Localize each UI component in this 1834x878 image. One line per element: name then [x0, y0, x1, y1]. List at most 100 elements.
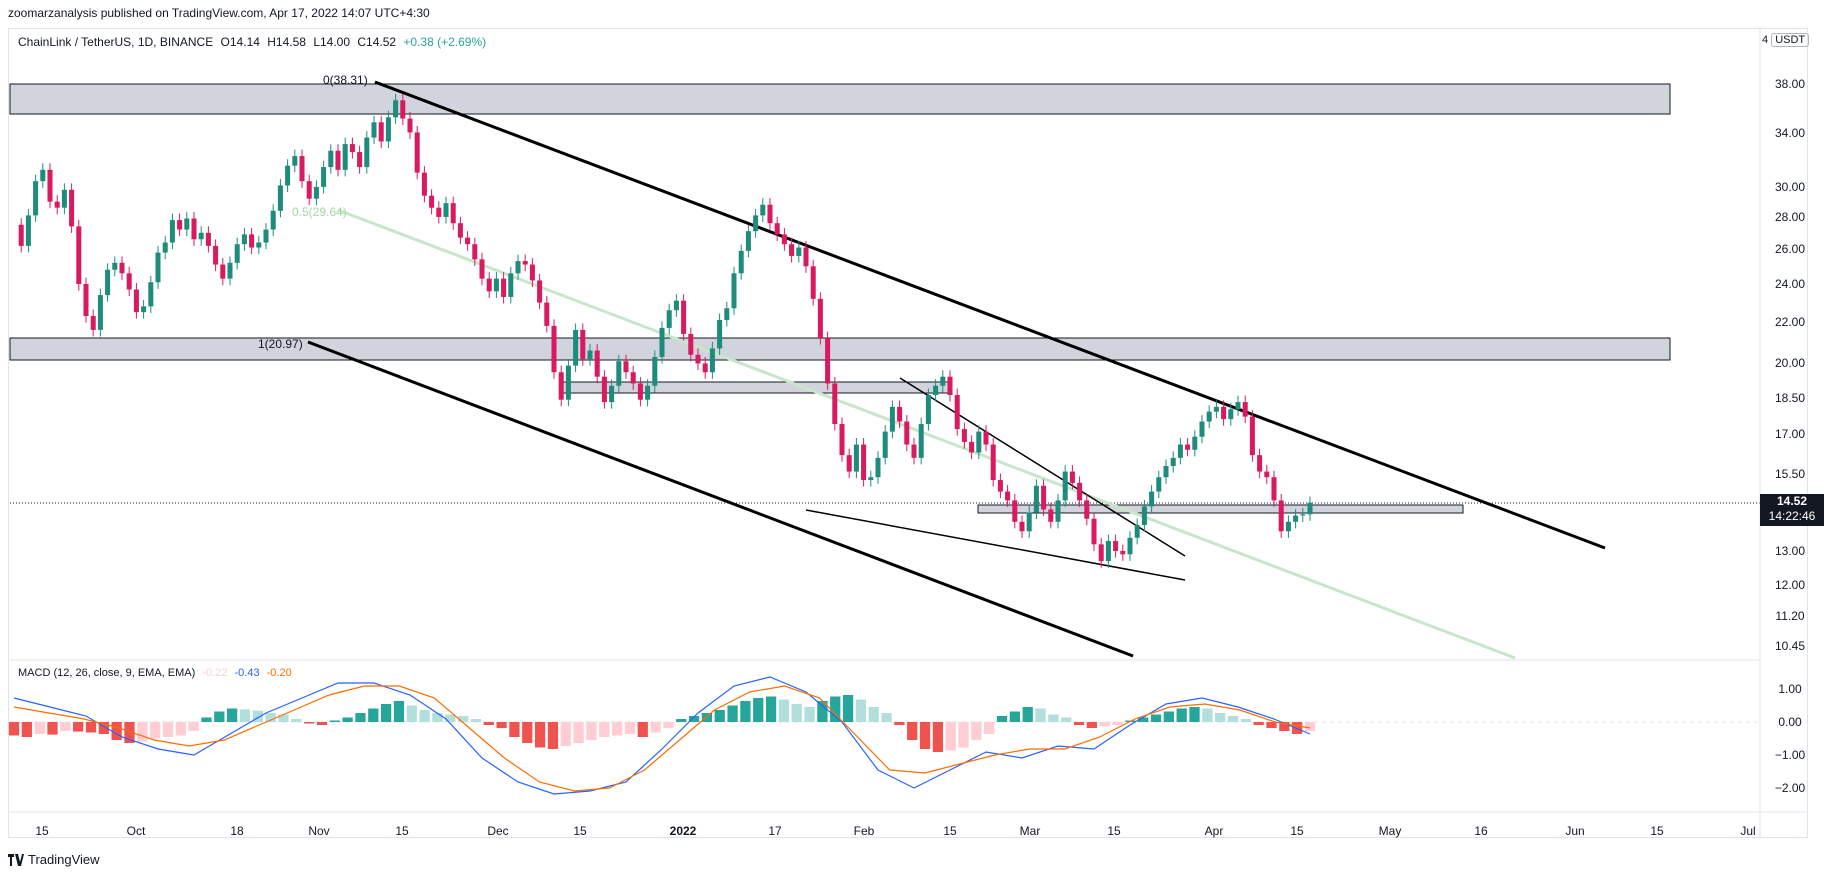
candle-up	[33, 181, 39, 216]
candle-down	[465, 237, 471, 245]
candle-up	[285, 165, 291, 186]
candle-down	[407, 118, 413, 133]
candle-up	[97, 295, 103, 330]
macd-bar	[201, 717, 212, 722]
candle-down	[997, 480, 1003, 492]
candle-down	[1084, 500, 1090, 519]
candle-up	[1192, 436, 1198, 450]
currency-badge[interactable]: 4 USDT	[1762, 33, 1810, 47]
candle-down	[1098, 544, 1104, 562]
macd-bar	[1150, 714, 1162, 722]
macd-bar	[1099, 722, 1110, 727]
macd-bar	[599, 722, 610, 737]
candle-down	[789, 244, 795, 256]
time-tick: 15	[35, 824, 49, 838]
macd-bar	[1304, 722, 1316, 731]
macd-bar	[817, 701, 828, 722]
macd-bar	[21, 722, 32, 737]
candle-down	[1271, 477, 1277, 501]
candle-up	[717, 319, 723, 349]
candle-down	[213, 245, 219, 265]
candle-up	[796, 247, 802, 256]
wedge-upper-line[interactable]	[899, 377, 1186, 557]
macd-bar	[445, 714, 456, 722]
candle-down	[529, 264, 535, 281]
candle-down	[205, 232, 211, 246]
macd-bar	[650, 722, 661, 733]
candle-down	[119, 262, 125, 274]
candle-up	[1293, 515, 1299, 522]
candle-down	[1120, 550, 1126, 555]
candle-down	[1069, 471, 1075, 483]
macd-bar	[239, 709, 251, 722]
candle-up	[753, 215, 759, 232]
channel-lower-line[interactable]	[307, 340, 1134, 658]
macd-bar	[1086, 722, 1097, 728]
macd-bar	[355, 713, 366, 722]
candle-down	[681, 300, 687, 334]
channel-mid-line[interactable]	[337, 208, 1516, 660]
macd-bar	[303, 722, 315, 724]
ohlc-change: +0.38 (+2.69%)	[403, 35, 487, 49]
resistance-zone-top[interactable]	[9, 83, 1671, 115]
candle-up	[1055, 500, 1061, 522]
candle-up	[666, 310, 672, 328]
candle-down	[961, 429, 967, 442]
candle-down	[1249, 416, 1255, 456]
fib-label-mid: 0.5(29.64)	[292, 205, 347, 219]
macd-bar	[227, 708, 238, 722]
macd-bar	[984, 722, 995, 734]
macd-bar	[855, 699, 867, 722]
symbol-legend[interactable]: ChainLink / TetherUS, 1D, BINANCE O14.14…	[18, 35, 490, 49]
candle-down	[472, 244, 478, 260]
candle-up	[868, 477, 874, 481]
support-zone-mid[interactable]	[9, 337, 1671, 361]
candle-down	[133, 289, 139, 313]
symbol-pair: ChainLink / TetherUS, 1D, BINANCE	[18, 35, 214, 49]
candle-down	[839, 424, 845, 456]
wedge-lower-line[interactable]	[805, 509, 1186, 581]
candle-up	[933, 385, 939, 396]
candle-up	[141, 306, 147, 313]
candle-up	[1026, 512, 1032, 532]
candle-down	[767, 204, 773, 224]
candle-down	[299, 156, 305, 182]
candle-down	[897, 406, 903, 422]
candle-up	[659, 327, 665, 357]
candle-up	[976, 431, 982, 453]
macd-legend[interactable]: MACD (12, 26, close, 9, EMA, EMA) -0.22 …	[18, 667, 296, 679]
macd-bar	[1048, 714, 1059, 722]
candle-down	[947, 376, 953, 396]
macd-bar	[98, 722, 109, 734]
candle-up	[493, 278, 499, 292]
logo-text: TradingView	[28, 852, 100, 867]
candle-up	[256, 242, 262, 248]
candle-down	[695, 354, 701, 364]
time-tick: 15	[1290, 824, 1304, 838]
fib-label-top: 0(38.31)	[323, 73, 368, 87]
channel-upper-line[interactable]	[374, 80, 1606, 550]
current-zone[interactable]	[977, 504, 1464, 514]
tradingview-logo[interactable]: TradingView	[8, 852, 100, 867]
candles-group	[18, 93, 1313, 568]
macd-bar	[919, 722, 931, 749]
time-tick: Feb	[853, 824, 875, 838]
candle-up	[1228, 409, 1234, 420]
chart-frame[interactable]	[8, 28, 1808, 838]
macd-bar	[1138, 717, 1149, 722]
macd-bar	[753, 698, 764, 722]
macd-bar	[676, 719, 687, 722]
time-tick: 15	[943, 824, 957, 838]
candle-up	[155, 252, 161, 283]
time-tick: Nov	[308, 824, 330, 838]
price-tick: 24.00	[1774, 277, 1806, 291]
candle-up	[148, 282, 154, 307]
macd-histogram	[8, 695, 1316, 752]
candle-down	[69, 189, 75, 227]
candle-down	[349, 144, 355, 153]
time-tick: 16	[1474, 824, 1488, 838]
candle-down	[594, 350, 600, 377]
ohlc-close: C14.52	[357, 35, 397, 49]
candle-down	[832, 383, 838, 425]
